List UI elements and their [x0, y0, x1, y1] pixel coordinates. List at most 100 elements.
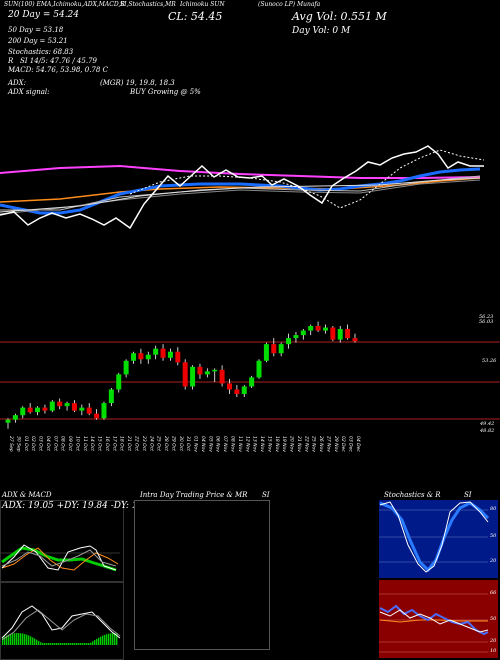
- adx-readout: ADX: 19.05 +DY: 19.84 -DY: 18.39: [2, 501, 158, 511]
- macd-histogram-bar: [94, 640, 96, 645]
- date-tick-label: 21 Nov: [296, 436, 302, 452]
- macd-histogram-bar: [24, 634, 26, 645]
- ichimoku-gray-line-2: [0, 179, 481, 215]
- date-tick-label: 04 Oct: [45, 436, 51, 451]
- date-tick-label: 26 Nov: [318, 436, 324, 452]
- date-tick-label: 06 Nov: [215, 436, 221, 452]
- date-tick-label: 20 Nov: [289, 436, 295, 452]
- macd-histogram-bar: [54, 643, 56, 645]
- ema-50: 50 Day = 53.18: [8, 26, 64, 34]
- date-tick-label: 12 Nov: [244, 436, 250, 452]
- macd-histogram-bar: [4, 636, 6, 645]
- candle-body: [219, 369, 225, 384]
- rsi-white-line: [379, 609, 489, 633]
- date-tick-label: 13 Nov: [252, 436, 258, 452]
- price-axis-low-b: 48.82: [480, 428, 495, 434]
- date-axis: 27 Sep 30 Sep 01 Oct 02 Oct 03 Oct 04 Oct 07 O…: [8, 436, 361, 452]
- day-volume: Day Vol: 0 M: [292, 26, 351, 36]
- intra-day-panel: [134, 500, 270, 650]
- rsi-value: SI 14/5: 47.76 / 45.79: [20, 57, 97, 65]
- adx-signal-value: BUY Growing @ 5%: [130, 88, 201, 96]
- candles-group: [5, 321, 358, 429]
- adx-white-line: [1, 544, 117, 571]
- company-name: (Sunoco LP) Munafa: [258, 1, 321, 8]
- candle-body: [145, 354, 151, 360]
- candle-body: [197, 366, 203, 375]
- ema-ichimoku-chart: [0, 145, 485, 230]
- close-price-white-line: [0, 145, 484, 230]
- macd-histogram-bar: [6, 635, 8, 645]
- date-tick-label: 24 Oct: [148, 436, 154, 451]
- date-tick-label: 02 Oct: [30, 436, 36, 451]
- adx-label: ADX:: [8, 79, 27, 87]
- date-tick-label: 29 Nov: [333, 436, 339, 452]
- candle-body: [234, 389, 240, 395]
- date-tick-label: 22 Oct: [134, 436, 140, 451]
- candle-body: [35, 407, 41, 413]
- price-axis-top-b: 56.03: [479, 319, 494, 325]
- macd-histogram-bar: [42, 643, 44, 645]
- candle-body: [79, 407, 85, 411]
- date-tick-label: 22 Nov: [303, 436, 309, 452]
- stoch-tick-20: 20: [490, 558, 497, 564]
- macd-histogram-bar: [72, 643, 74, 645]
- adx-panel-title: ADX & MACD: [2, 491, 52, 499]
- date-tick-label: 14 Oct: [89, 436, 95, 451]
- date-tick-label: 25 Oct: [156, 436, 162, 451]
- adx-values: (MGR) 19, 19.8, 18.3: [100, 79, 175, 87]
- candle-body: [49, 401, 55, 411]
- stochastics-panel: [379, 500, 498, 578]
- candle-body: [71, 403, 77, 411]
- rsi-tick-66: 66: [490, 590, 497, 596]
- candle-body: [226, 383, 232, 390]
- intra-day-panel-title: Intra Day Trading Price & MR: [140, 491, 248, 499]
- date-tick-label: 27 Sep: [8, 436, 14, 452]
- candle-body: [101, 403, 107, 419]
- adx-gray-line: [1, 549, 117, 567]
- candle-body: [204, 371, 210, 375]
- candle-body: [131, 353, 137, 361]
- macd-histogram-bar: [44, 643, 46, 645]
- date-tick-label: 04 Nov: [200, 436, 206, 452]
- avg-volume: Avg Vol: 0.551 M: [292, 10, 387, 23]
- candle-body: [190, 366, 196, 387]
- candle-body: [182, 362, 188, 387]
- macd-histogram-bar: [92, 641, 94, 645]
- price-candlestick-chart: [0, 321, 500, 429]
- date-tick-label: 08 Oct: [60, 436, 66, 451]
- date-tick-label: 11 Nov: [237, 436, 243, 452]
- candle-body: [300, 330, 306, 336]
- date-tick-label: 02 Dec: [340, 436, 346, 452]
- macd-histogram-bar: [36, 639, 38, 645]
- stoch-white-line: [379, 501, 489, 573]
- macd-histogram-bar: [32, 637, 34, 645]
- stoch-tick-80: 80: [490, 506, 497, 512]
- macd-histogram-bar: [18, 633, 20, 645]
- indicator-list-left: SUN(100) EMA,Ichimoku,ADX,MACD,R: [4, 1, 125, 8]
- candle-body: [94, 413, 100, 419]
- date-tick-label: 30 Sep: [15, 436, 21, 452]
- date-tick-label: 31 Oct: [185, 436, 191, 451]
- chart-name: Ichimoku SUN: [180, 1, 225, 8]
- date-tick-label: 05 Nov: [207, 436, 213, 452]
- candle-body: [116, 374, 122, 390]
- candle-body: [337, 329, 343, 340]
- macd-histogram-bar: [66, 643, 68, 645]
- macd-histogram-bar: [86, 643, 88, 645]
- candle-body: [20, 407, 26, 416]
- date-tick-label: 15 Nov: [266, 436, 272, 452]
- rsi-tick-20: 20: [490, 638, 497, 644]
- date-tick-label: 01 Oct: [23, 436, 29, 451]
- rsi-panel: [379, 580, 498, 658]
- ichimoku-dotted-line: [129, 149, 485, 209]
- ema-magenta-line: [0, 164, 481, 179]
- macd-histogram-bar: [48, 643, 50, 645]
- date-tick-label: 25 Nov: [311, 436, 317, 452]
- date-tick-label: 27 Nov: [325, 436, 331, 452]
- rsi-r-label: R: [8, 57, 14, 65]
- candle-body: [345, 329, 351, 339]
- macd-histogram-bar: [112, 633, 114, 645]
- candle-body: [352, 338, 358, 342]
